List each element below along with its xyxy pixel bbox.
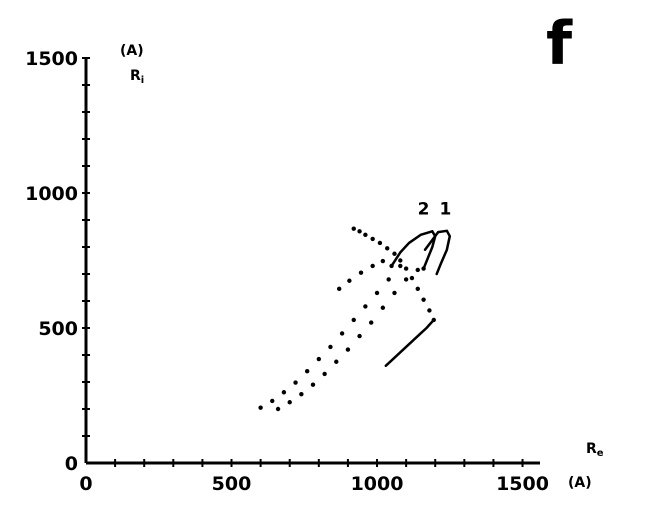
y-tick-labels: 0 500 1000 1500 (25, 48, 78, 475)
x-tick-label: 1000 (351, 473, 404, 495)
series-2-point (316, 356, 322, 362)
series-2-point (310, 382, 316, 387)
series-2-point (358, 270, 364, 275)
series-2-point (299, 391, 304, 397)
x-tick-label: 1500 (496, 473, 549, 495)
curve-label: 1 (439, 200, 451, 220)
series-1-point (370, 236, 375, 242)
series-1-line (423, 229, 452, 276)
series-2-point (328, 344, 333, 350)
series-2-point (357, 333, 362, 339)
y-axis-label: Ri (130, 68, 144, 86)
panel-label: f (546, 9, 573, 79)
series-2-point (293, 380, 298, 385)
series-2-point (380, 258, 386, 264)
y-tick-label: 1000 (25, 183, 78, 205)
x-tick-labels: 0 500 1000 1500 (79, 473, 549, 495)
series-1-point (415, 286, 420, 292)
y-axis-label-sub: i (141, 75, 144, 86)
y-tick-label: 0 (65, 453, 78, 475)
x-tick-label: 0 (79, 473, 92, 495)
series-2 (258, 230, 437, 412)
y-axis-label-main: R (130, 68, 141, 84)
series-2-point (334, 359, 339, 364)
curve-label: 2 (418, 200, 430, 220)
minor-ticks (82, 57, 524, 467)
series-2-point (336, 286, 342, 292)
x-axis-label-sub: e (597, 448, 604, 459)
series-2-point (380, 305, 386, 310)
series-2-line (390, 230, 434, 268)
series-1-point (409, 275, 415, 281)
series-2-point (351, 317, 356, 323)
series-2-point (403, 277, 409, 282)
series-1-point (357, 229, 362, 234)
x-tick-label: 500 (212, 473, 252, 495)
series-1-point (427, 308, 432, 313)
plot-marks (258, 226, 452, 412)
series-1-point (351, 226, 356, 231)
series-1-point (385, 246, 390, 251)
x-axis-label: Re (586, 441, 604, 459)
series-2-point (304, 369, 310, 374)
series-2-point (347, 278, 352, 283)
series-1-point (421, 297, 426, 302)
series-2-point (345, 347, 351, 352)
x-axis-unit: (A) (568, 475, 592, 491)
series-2-point (415, 267, 420, 273)
y-tick-label: 1500 (25, 48, 78, 70)
series-2-point (392, 290, 397, 296)
series-2-point (322, 371, 327, 377)
series-2-point (339, 331, 345, 336)
series-2-point (374, 290, 380, 296)
series-2-point (421, 266, 426, 271)
series-1-point (403, 266, 409, 271)
series-2-point (369, 320, 374, 325)
y-axis-unit: (A) (120, 43, 144, 59)
series-1-line (384, 318, 436, 368)
series-2-point (258, 405, 263, 410)
y-tick-label: 500 (38, 318, 78, 340)
series-2-point (389, 263, 394, 269)
series-2-point (287, 400, 292, 405)
series-1 (351, 226, 452, 368)
series-2-point (363, 304, 368, 309)
x-axis-label-main: R (586, 441, 597, 457)
series-2-point (275, 406, 281, 412)
series-2-point (370, 263, 375, 269)
series-1-point (377, 240, 383, 246)
series-2-line (422, 230, 437, 270)
series-1-point (392, 251, 397, 256)
series-2-point (398, 263, 403, 269)
series-1-point (431, 317, 436, 323)
series-1-point (398, 258, 403, 263)
series-2-point (281, 390, 287, 395)
series-1-point (363, 232, 368, 238)
series-2-point (270, 398, 275, 404)
series-2-point (386, 277, 391, 282)
